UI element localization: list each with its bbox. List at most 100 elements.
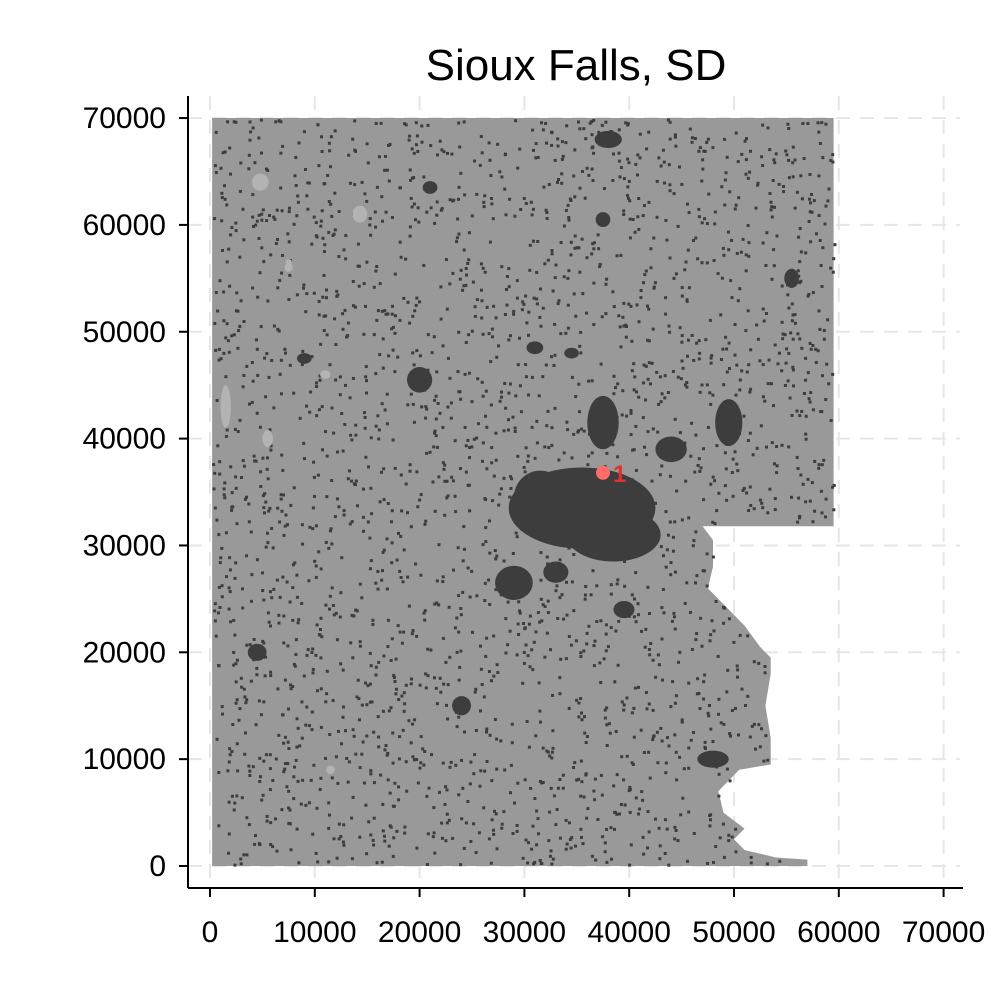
developed-pixel (597, 247, 601, 251)
developed-pixel (292, 222, 296, 226)
developed-pixel (705, 584, 709, 588)
developed-pixel (488, 519, 491, 523)
developed-pixel (618, 812, 621, 816)
developed-pixel (365, 379, 368, 383)
developed-pixel (256, 373, 260, 377)
developed-pixel (452, 198, 456, 202)
developed-pixel (279, 497, 283, 501)
developed-pixel (464, 444, 468, 448)
developed-pixel (750, 724, 754, 728)
developed-pixel (474, 729, 478, 732)
developed-pixel (254, 723, 258, 727)
developed-pixel (399, 576, 403, 579)
developed-pixel (354, 433, 358, 437)
developed-pixel (473, 159, 476, 163)
developed-pixel (268, 214, 271, 217)
developed-pixel (662, 554, 665, 558)
developed-pixel (232, 663, 236, 667)
developed-pixel (400, 509, 404, 513)
developed-pixel (219, 357, 223, 361)
developed-pixel (310, 242, 314, 246)
developed-pixel (242, 320, 246, 323)
developed-pixel (483, 769, 487, 773)
developed-pixel (220, 191, 224, 195)
developed-pixel (485, 425, 489, 429)
developed-pixel (227, 760, 231, 764)
developed-pixel (634, 571, 638, 575)
developed-pixel (567, 706, 571, 710)
developed-pixel (348, 469, 351, 473)
developed-pixel (355, 609, 359, 613)
developed-pixel (686, 859, 689, 863)
developed-pixel (490, 197, 493, 200)
developed-pixel (693, 470, 697, 474)
developed-pixel (707, 192, 711, 196)
developed-pixel (687, 681, 691, 685)
developed-pixel (313, 559, 317, 563)
developed-pixel (711, 520, 715, 524)
developed-pixel (638, 156, 642, 160)
developed-pixel (721, 822, 725, 826)
developed-pixel (324, 603, 328, 607)
developed-pixel (449, 416, 453, 420)
developed-pixel (692, 239, 695, 242)
developed-pixel (475, 436, 479, 440)
developed-pixel (637, 197, 641, 200)
developed-pixel (234, 486, 238, 490)
developed-pixel (752, 722, 756, 726)
developed-pixel (604, 632, 608, 636)
developed-pixel (678, 326, 682, 330)
markers: 1 (596, 461, 626, 488)
developed-pixel (493, 718, 497, 721)
developed-pixel (557, 458, 561, 462)
developed-pixel (567, 635, 571, 638)
developed-pixel (390, 312, 394, 316)
developed-pixel (673, 825, 677, 829)
developed-pixel (672, 611, 676, 615)
developed-pixel (616, 382, 620, 386)
developed-pixel (391, 325, 395, 329)
developed-pixel (800, 197, 804, 201)
developed-pixel (293, 174, 297, 178)
developed-pixel (729, 734, 732, 738)
developed-pixel (256, 295, 260, 299)
developed-pixel (668, 520, 672, 524)
developed-pixel (255, 347, 259, 351)
developed-pixel (519, 410, 523, 414)
developed-pixel (325, 333, 329, 337)
developed-pixel (536, 240, 540, 243)
developed-pixel (661, 588, 665, 591)
developed-pixel (667, 324, 671, 328)
developed-pixel (663, 396, 667, 400)
developed-pixel (402, 709, 406, 713)
developed-pixel (365, 391, 368, 395)
developed-pixel (260, 798, 264, 802)
developed-pixel (676, 375, 680, 379)
developed-pixel (238, 418, 242, 422)
developed-pixel (574, 395, 578, 398)
developed-pixel (253, 842, 257, 846)
developed-pixel (281, 713, 284, 717)
developed-pixel (505, 275, 509, 278)
developed-pixel (347, 153, 351, 157)
developed-pixel (262, 641, 266, 645)
developed-pixel (218, 606, 222, 609)
developed-pixel (382, 548, 386, 552)
developed-pixel (276, 286, 280, 290)
developed-pixel (294, 638, 298, 642)
developed-pixel (623, 803, 627, 807)
developed-pixel (770, 277, 774, 281)
developed-pixel (586, 807, 590, 811)
developed-pixel (692, 731, 695, 734)
developed-pixel (461, 559, 465, 563)
developed-pixel (271, 546, 275, 550)
developed-pixel (307, 801, 311, 805)
developed-pixel (761, 123, 765, 127)
developed-pixel (816, 349, 820, 353)
developed-pixel (213, 602, 217, 606)
developed-pixel (727, 839, 731, 843)
developed-pixel (390, 509, 394, 513)
developed-pixel (656, 761, 660, 765)
developed-pixel (386, 645, 390, 648)
developed-pixel (573, 195, 577, 199)
